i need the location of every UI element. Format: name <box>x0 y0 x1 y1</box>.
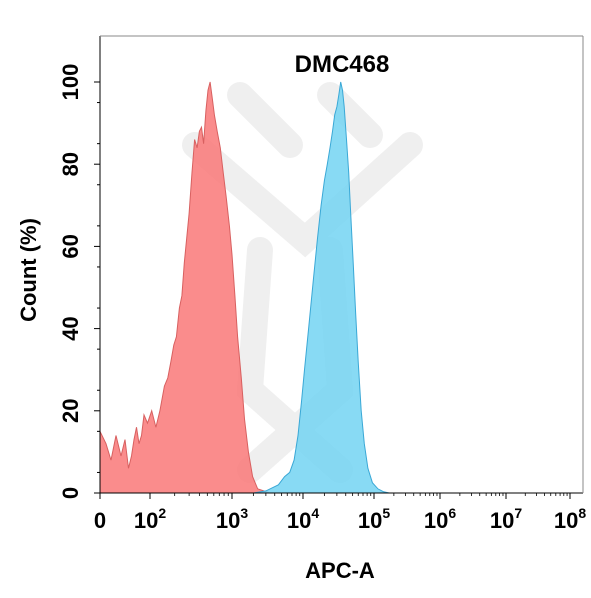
x-tick-label-1: 102 <box>134 505 166 533</box>
y-tick-label-80: 80 <box>58 152 83 176</box>
x-tick-label-0: 0 <box>94 508 106 533</box>
x-tick-label-3: 104 <box>287 505 319 533</box>
series-area-2 <box>253 81 390 494</box>
y-tick-label-40: 40 <box>58 316 83 340</box>
y-tick-label-0: 0 <box>58 487 83 499</box>
x-tick-label-4: 105 <box>358 505 390 533</box>
x-tick-label-7: 108 <box>554 505 586 533</box>
y-axis-title: Count (%) <box>16 218 41 322</box>
x-axis-title: APC-A <box>305 558 375 583</box>
x-tick-label-2: 103 <box>216 505 248 533</box>
series-layer <box>99 81 390 494</box>
axes: 0 20 40 60 80 100 0 102 103 104 105 106 107 108 <box>58 35 586 533</box>
x-tick-label-6: 107 <box>490 505 522 533</box>
series-area-1 <box>99 81 270 494</box>
x-tick-label-5: 106 <box>424 505 456 533</box>
y-tick-label-20: 20 <box>58 399 83 423</box>
chart-title: DMC468 <box>295 51 390 78</box>
y-tick-label-100: 100 <box>58 64 83 101</box>
y-tick-label-60: 60 <box>58 234 83 258</box>
